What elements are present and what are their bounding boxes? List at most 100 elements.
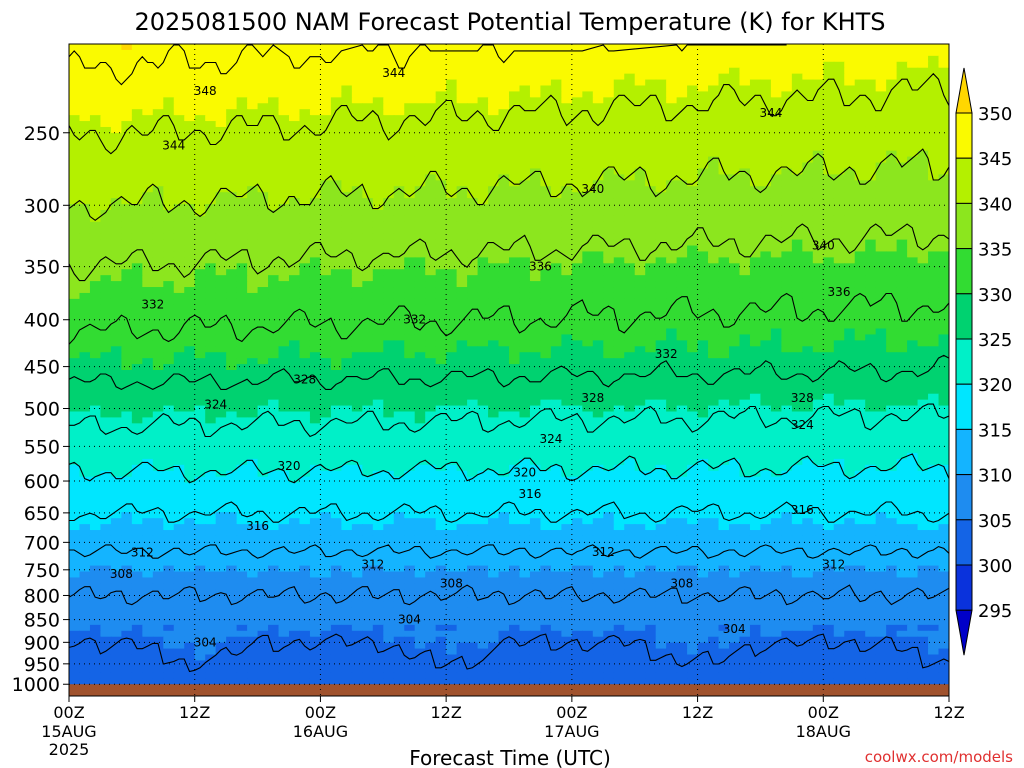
field-cell [509,209,521,217]
field-cell [330,150,342,158]
field-cell [163,186,175,193]
field-cell [89,393,102,401]
field-cell [907,180,919,187]
field-cell [823,61,835,69]
field-cell [456,85,468,93]
field-cell [729,340,741,347]
field-cell [676,251,688,258]
field-cell [875,269,887,276]
field-cell [509,287,521,294]
field-cell [351,67,363,75]
field-cell [854,298,866,306]
field-cell [110,393,122,401]
field-cell [163,79,175,87]
field-cell [215,91,227,98]
field-cell [687,186,699,193]
field-cell [812,269,824,276]
field-cell [289,340,301,347]
field-cell [519,186,531,193]
field-cell [917,126,929,134]
field-cell [215,192,227,199]
field-cell [330,298,342,306]
field-cell [142,287,154,294]
field-cell [561,316,573,324]
field-cell [184,150,196,158]
field-cell [760,364,772,371]
field-cell [247,156,259,164]
field-cell [917,245,929,253]
field-cell [309,198,322,205]
field-cell [393,67,405,75]
field-cell [372,328,384,336]
field-cell [823,334,835,341]
field-cell [844,180,856,187]
field-cell [540,334,552,341]
field-cell [854,138,866,146]
field-cell [215,346,227,353]
field-cell [592,55,604,63]
field-cell [351,121,363,128]
field-cell [89,192,102,199]
field-cell [833,364,845,371]
field-cell [89,387,102,395]
field-cell [299,138,311,146]
field-cell [289,322,301,330]
field-cell [917,61,929,69]
field-cell [247,387,259,395]
field-cell [89,221,102,229]
field-cell [268,375,280,383]
field-cell [289,156,301,164]
field-cell [79,263,91,270]
field-cell [739,310,751,318]
field-cell [907,121,919,128]
field-cell [770,215,782,223]
field-cell [687,215,699,223]
field-cell [152,358,164,365]
field-cell [163,126,175,134]
field-cell [278,287,290,294]
field-cell [928,281,940,288]
field-cell [226,233,238,241]
field-cell [550,375,562,383]
field-cell [833,298,845,306]
field-cell [907,251,919,258]
field-cell [865,334,877,341]
field-cell [582,209,594,217]
field-cell [477,316,489,324]
field-cell [666,168,678,175]
field-cell [477,138,489,146]
field-cell [330,257,342,264]
field-cell [69,79,81,87]
field-cell [645,352,657,359]
field-cell [865,138,877,146]
field-cell [393,91,405,98]
field-cell [561,49,573,57]
field-cell [100,126,112,134]
field-cell [404,144,416,152]
field-cell [865,346,877,353]
field-cell [749,358,762,365]
field-cell [749,180,762,187]
field-cell [655,275,667,282]
field-cell [498,375,510,383]
field-cell [414,79,426,87]
field-cell [498,328,510,336]
field-cell [289,186,301,193]
field-cell [907,162,919,170]
field-cell [309,186,322,193]
field-cell [938,292,949,300]
field-cell [69,340,81,347]
field-cell [697,221,709,229]
field-cell [152,126,164,134]
field-cell [236,144,248,152]
field-cell [79,150,91,158]
field-cell [498,275,510,282]
field-cell [330,115,342,122]
field-cell [875,180,887,187]
field-cell [226,204,238,211]
field-cell [928,233,940,241]
field-cell [603,239,615,247]
field-cell [917,292,929,300]
field-cell [100,364,112,371]
